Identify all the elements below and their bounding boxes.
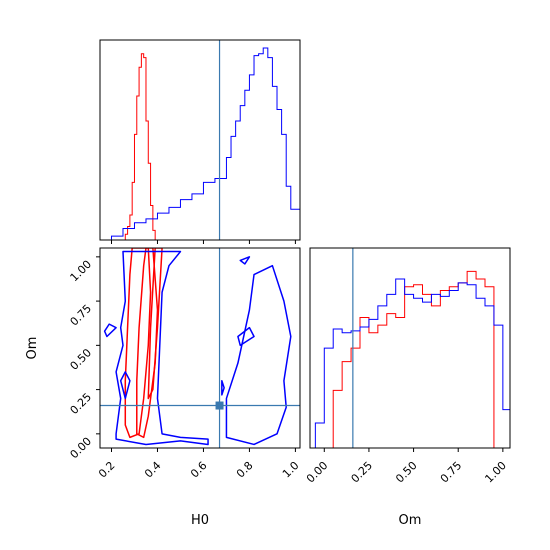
hist-h0-panel bbox=[99, 39, 301, 244]
contour-blue bbox=[239, 256, 251, 265]
hist-h0-ticks bbox=[110, 240, 296, 244]
contour-red bbox=[136, 248, 159, 439]
contour-blue bbox=[237, 326, 255, 347]
contour-blue bbox=[225, 264, 292, 446]
hist-h0-series-group bbox=[100, 47, 301, 241]
truth-marker bbox=[215, 401, 224, 410]
contour-blue bbox=[103, 323, 117, 338]
contour-lines-group bbox=[103, 248, 292, 446]
contour-clipped-group bbox=[103, 248, 292, 446]
hist-om-frame bbox=[309, 247, 511, 449]
x-axis-label-om: Om bbox=[399, 513, 422, 528]
om-histogram-red bbox=[315, 270, 503, 449]
hist-om-series-group bbox=[314, 270, 511, 449]
h0-histogram-blue bbox=[100, 47, 301, 241]
contour-red bbox=[147, 248, 163, 400]
contour-blue bbox=[115, 250, 209, 446]
h0-histogram-red bbox=[122, 53, 158, 241]
contour-blue bbox=[221, 379, 225, 396]
x-axis-label-h0: H0 bbox=[191, 513, 209, 528]
contour-blue bbox=[119, 371, 131, 400]
om-histogram-blue bbox=[314, 278, 511, 448]
hist-h0-frame bbox=[99, 39, 301, 241]
y-axis-label-om: Om bbox=[25, 337, 40, 360]
contour-frame bbox=[99, 247, 301, 449]
